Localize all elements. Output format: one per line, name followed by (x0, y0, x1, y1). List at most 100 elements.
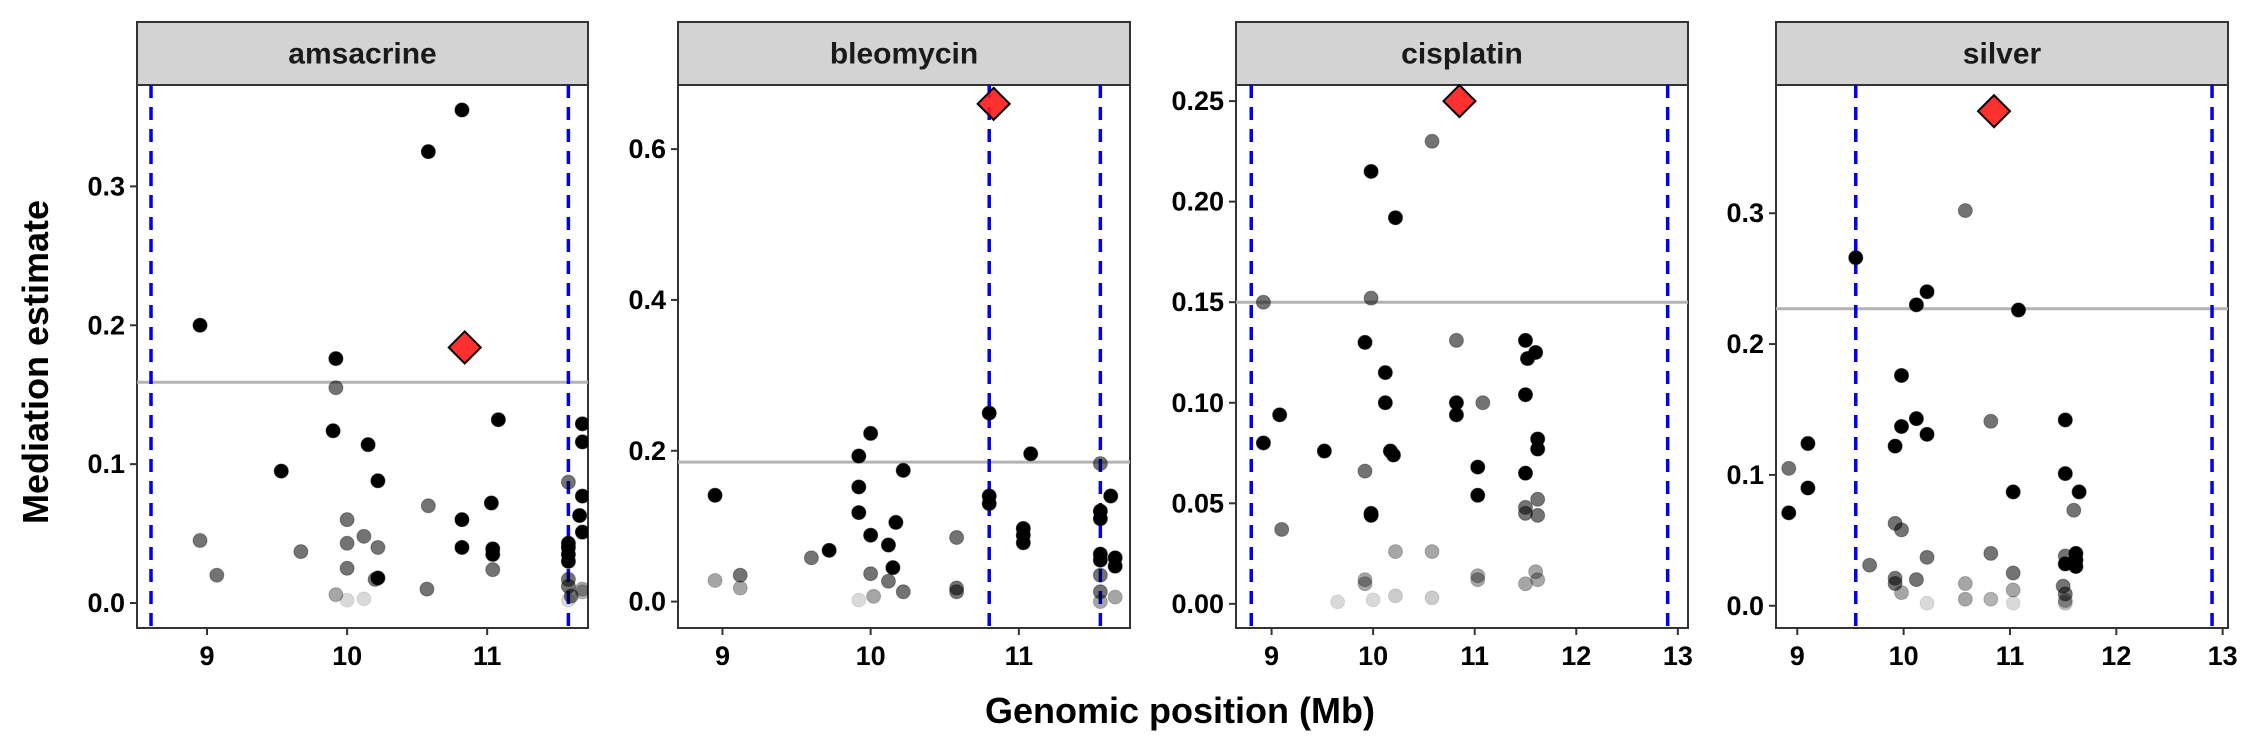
data-point (574, 488, 588, 504)
y-tick-label: 0.4 (628, 285, 666, 315)
y-tick-label: 0.2 (87, 310, 125, 340)
data-point (485, 562, 501, 578)
facet-strip (1235, 21, 1689, 86)
x-axis-title: Genomic position (Mb) (985, 690, 1375, 731)
data-point (1470, 487, 1486, 503)
data-point (1848, 250, 1864, 266)
data-point (1781, 505, 1797, 521)
y-tick-label: 0.0 (87, 588, 125, 618)
x-tick-label: 9 (1790, 641, 1805, 671)
data-point (454, 102, 470, 118)
highlight-diamond (1442, 83, 1477, 119)
data-point (370, 473, 386, 489)
data-point (732, 580, 748, 596)
data-point (707, 487, 723, 503)
data-point (1363, 163, 1379, 179)
data-point (1957, 576, 1973, 592)
data-point (1983, 413, 1999, 429)
data-point (339, 592, 355, 608)
facet-panel-bleomycin: bleomycin 0.0 0.2 0.4 0.6 9 10 11 (628, 21, 1131, 671)
data-point (2057, 412, 2073, 428)
highlight-diamond (1976, 93, 2012, 129)
data-point (1470, 459, 1486, 475)
data-point (1448, 407, 1464, 423)
data-point (1107, 558, 1123, 574)
plot-area (136, 84, 589, 629)
data-point (2057, 595, 2073, 611)
data-point (1092, 594, 1108, 610)
data-point (293, 544, 309, 560)
data-point (209, 567, 225, 583)
data-point (360, 437, 376, 453)
y-tick-label: 0.2 (628, 436, 666, 466)
data-point (356, 528, 372, 544)
data-point (574, 584, 588, 600)
plot-area (677, 84, 1131, 629)
data-point (1528, 344, 1544, 360)
data-point (1015, 535, 1031, 551)
data-point (1107, 589, 1123, 605)
data-point (1387, 588, 1403, 604)
data-point (1424, 590, 1440, 606)
data-point (560, 553, 576, 569)
data-point (1377, 395, 1393, 411)
data-point (1357, 334, 1373, 350)
data-point (2068, 559, 2084, 575)
data-point (339, 535, 355, 551)
data-point (1023, 446, 1039, 462)
data-point (1800, 436, 1816, 452)
x-tick-label: 9 (715, 641, 730, 671)
x-tick-label: 10 (1889, 641, 1919, 671)
data-point (1530, 507, 1546, 523)
data-point (328, 380, 344, 396)
data-point (1357, 572, 1373, 588)
data-point (1363, 290, 1379, 306)
x-tick-label: 12 (1561, 641, 1591, 671)
plot-marks (137, 85, 588, 628)
data-point (563, 588, 579, 604)
x-tick-label: 11 (1005, 641, 1034, 671)
data-point (1800, 480, 1816, 496)
data-point (1530, 441, 1546, 457)
data-point (419, 581, 435, 597)
y-tick-label: 0.3 (1726, 198, 1764, 228)
facet-title: silver (1963, 38, 2042, 71)
x-tick-label: 9 (200, 641, 215, 671)
facet-panel-silver: silver 0.0 0.1 0.2 0.3 9 10 11 12 13 (1726, 21, 2238, 671)
data-point (1983, 545, 1999, 561)
data-point (328, 587, 344, 603)
data-point (1092, 456, 1108, 472)
y-tick-label: 0.15 (1171, 287, 1224, 317)
data-point (1908, 411, 1924, 427)
data-point (1517, 332, 1533, 348)
data-point (821, 542, 837, 558)
data-point (1365, 592, 1381, 608)
x-tick-label: 13 (1663, 641, 1693, 671)
facet-panels: amsacrine 0.0 0.1 0.2 0.3 9 10 11 bleomycin 0.0 0.… (87, 21, 2238, 671)
data-point (949, 530, 965, 545)
data-point (1330, 594, 1346, 610)
x-tick-label: 9 (1264, 641, 1279, 671)
data-point (866, 588, 882, 604)
x-tick-label: 11 (473, 641, 502, 671)
data-point (2005, 484, 2021, 500)
data-point (1893, 419, 1909, 435)
data-point (574, 524, 588, 540)
data-point (192, 317, 208, 333)
data-point (2005, 565, 2021, 581)
data-point (574, 581, 588, 597)
data-point (885, 560, 901, 576)
facet-title: cisplatin (1401, 38, 1523, 71)
y-tick-label: 0.1 (87, 449, 125, 479)
data-point (1092, 552, 1108, 568)
plot-marks (678, 85, 1130, 628)
data-point (1862, 557, 1878, 573)
y-tick-label: 0.0 (628, 587, 666, 617)
data-point (1517, 465, 1533, 481)
y-tick-label: 0.6 (628, 134, 666, 164)
data-point (1424, 544, 1440, 560)
data-point (803, 550, 819, 566)
data-point (1092, 584, 1108, 600)
highlight-diamond (976, 86, 1012, 122)
y-tick-label: 0.25 (1171, 86, 1224, 116)
